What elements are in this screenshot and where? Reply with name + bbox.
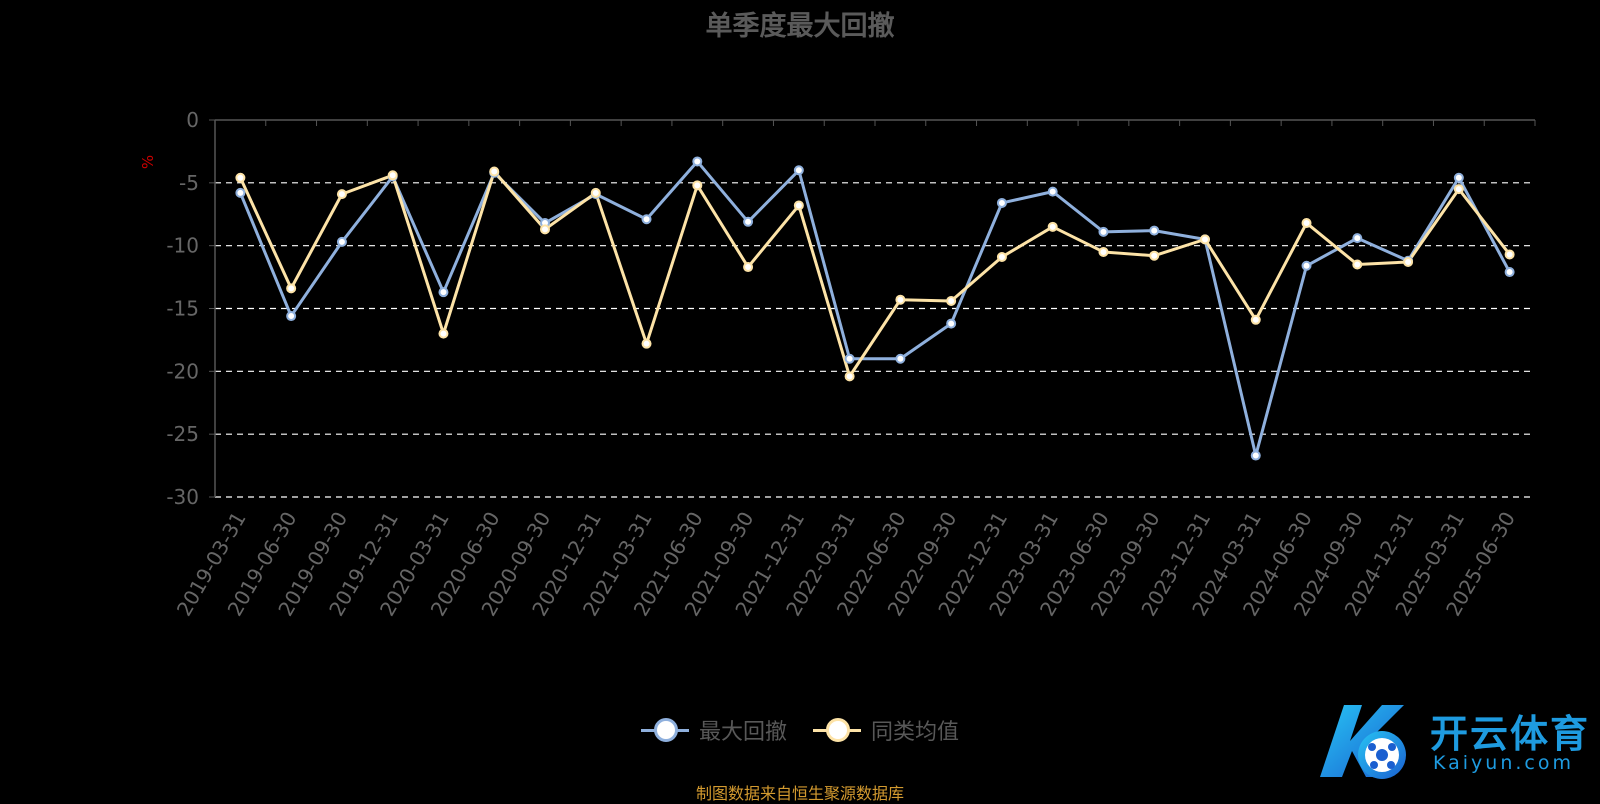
data-point [1098, 246, 1109, 257]
data-point [793, 165, 804, 176]
series-layer [235, 156, 1515, 461]
data-point [1301, 260, 1312, 271]
data-point [235, 187, 246, 198]
data-point [692, 180, 703, 191]
data-point [1352, 259, 1363, 270]
y-tick-label: -25 [166, 422, 199, 446]
chart-title: 单季度最大回撤 [705, 11, 895, 42]
logo-text-en: Kaiyun.com [1433, 752, 1574, 774]
data-point [844, 371, 855, 382]
data-point [692, 156, 703, 167]
data-point [793, 200, 804, 211]
data-point [1403, 257, 1414, 268]
data-source-note: 制图数据来自恒生聚源数据库 [695, 784, 904, 803]
data-point [895, 294, 906, 305]
data-point [286, 283, 297, 294]
data-point [946, 318, 957, 329]
data-point [641, 338, 652, 349]
data-point [1504, 249, 1515, 260]
legend-label-max-drawdown: 最大回撤 [698, 720, 787, 745]
logo-text-cn: 开云体育 [1430, 712, 1591, 756]
data-point [235, 172, 246, 183]
data-point [895, 353, 906, 364]
data-point [438, 287, 449, 298]
data-point [1047, 221, 1058, 232]
kaiyun-logo-icon [1320, 705, 1406, 779]
data-point [438, 328, 449, 339]
legend-swatch-peer-average [813, 717, 861, 743]
legend-item-peer-average[interactable]: 同类均值 [813, 714, 959, 746]
data-point [1250, 314, 1261, 325]
y-tick-label: -15 [166, 297, 199, 321]
data-point [1149, 225, 1160, 236]
data-point [336, 189, 347, 200]
data-point [1250, 450, 1261, 461]
y-axis-unit: % [139, 155, 157, 169]
series-line-1 [238, 159, 1511, 458]
data-point [641, 214, 652, 225]
data-point [1200, 234, 1210, 245]
y-tick-label: -5 [179, 171, 199, 195]
data-point [1149, 250, 1160, 261]
legend-swatch-max-drawdown [640, 717, 689, 743]
data-point [1453, 184, 1464, 195]
y-tick-label: 0 [186, 108, 199, 132]
data-point [387, 170, 398, 181]
data-point [1352, 233, 1363, 244]
data-point [1453, 172, 1464, 183]
data-point [1098, 226, 1109, 237]
data-point [286, 311, 297, 322]
data-point [1504, 267, 1515, 278]
legend-label-peer-average: 同类均值 [871, 720, 960, 745]
y-tick-label: -30 [166, 485, 199, 509]
legend-item-max-drawdown[interactable]: 最大回撤 [640, 714, 787, 746]
data-point [1047, 186, 1058, 197]
legend: 最大回撤 同类均值 [0, 714, 1600, 746]
data-point [590, 187, 601, 198]
y-tick-label: -10 [166, 234, 199, 258]
data-point [489, 166, 500, 177]
data-point [996, 251, 1007, 262]
data-point [844, 353, 855, 364]
data-point [1301, 218, 1312, 229]
data-point [946, 295, 957, 306]
data-point [996, 197, 1007, 208]
data-point [743, 262, 754, 273]
y-tick-label: -20 [166, 359, 199, 383]
axes: 0-5-10-15-20-25-30%2019-03-312019-06-302… [139, 108, 1536, 620]
series-line-2 [239, 170, 1511, 378]
data-point [336, 236, 347, 247]
data-point [743, 216, 754, 227]
data-point [540, 224, 550, 235]
brand-logo: 开云体育 Kaiyun.com [1312, 697, 1592, 787]
